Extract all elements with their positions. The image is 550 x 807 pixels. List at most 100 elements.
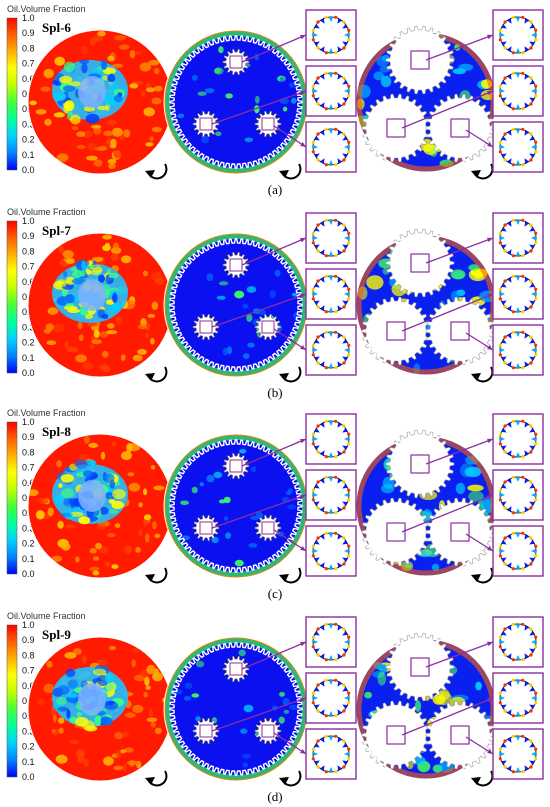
callout-line bbox=[401, 90, 494, 129]
planet-gear-icon bbox=[361, 93, 431, 163]
colorbar-tick-label: 0.6 bbox=[22, 277, 35, 287]
zoom-inset bbox=[492, 616, 544, 668]
callout-arrowhead-icon bbox=[300, 238, 306, 243]
colorbar-tick-label: 0.8 bbox=[22, 246, 35, 256]
oil-fraction-contour-ring-gear bbox=[164, 30, 308, 174]
colorbar-tick-label: 0.7 bbox=[22, 262, 35, 272]
panel-graphic: Oil.Volume Fraction1.00.90.80.70.60.50.4… bbox=[6, 207, 544, 383]
colorbar-tick-label: 0.1 bbox=[22, 150, 35, 160]
callout-arrowhead-icon bbox=[487, 546, 493, 551]
callout-line bbox=[425, 641, 494, 668]
sample-label: Spl-7 bbox=[42, 223, 71, 238]
zoom-inset bbox=[305, 728, 357, 780]
callout-arrowhead-icon bbox=[487, 90, 493, 96]
colorbar-tick-label: 0.7 bbox=[22, 463, 35, 473]
colorbar-tick-label: 0.2 bbox=[22, 338, 35, 348]
rotation-arrow-icon bbox=[279, 770, 302, 787]
zoom-inset bbox=[305, 9, 357, 61]
colorbar-title: Oil.Volume Fraction bbox=[7, 408, 86, 418]
subfigure-label: (d) bbox=[267, 789, 283, 804]
subfigure-label: (a) bbox=[267, 182, 283, 197]
callout-arrowhead-icon bbox=[487, 749, 493, 754]
callout-line bbox=[273, 328, 307, 351]
colorbar-tick-label: 0.3 bbox=[22, 119, 35, 129]
callout-line bbox=[425, 34, 494, 61]
colorbar bbox=[6, 17, 18, 171]
callout-arrowhead-icon bbox=[300, 749, 306, 754]
colorbar-tick-label: 0.0 bbox=[22, 368, 35, 378]
colorbar-tick-label: 0.0 bbox=[22, 569, 35, 579]
colorbar-tick-label: 0.3 bbox=[22, 523, 35, 533]
colorbar-tick-label: 0.0 bbox=[22, 165, 35, 175]
callout-arrowhead-icon bbox=[487, 438, 493, 444]
zoom-inset bbox=[492, 212, 544, 264]
callout-line bbox=[401, 494, 494, 533]
zoom-inset bbox=[492, 324, 544, 376]
callout-line bbox=[401, 293, 494, 332]
callout-line bbox=[425, 237, 494, 264]
oil-fraction-contour-ring-gear bbox=[164, 233, 308, 377]
colorbar-title: Oil.Volume Fraction bbox=[7, 611, 86, 621]
callout-line bbox=[211, 90, 307, 125]
callout-arrowhead-icon bbox=[487, 293, 493, 299]
zoom-inset bbox=[492, 65, 544, 117]
callout-arrowhead-icon bbox=[487, 494, 493, 500]
zoom-inset bbox=[492, 525, 544, 577]
callout-arrowhead-icon bbox=[300, 546, 306, 551]
callout-arrowhead-icon bbox=[300, 697, 306, 702]
sun-gear-icon bbox=[385, 632, 455, 702]
sample-label: Spl-9 bbox=[42, 627, 71, 642]
colorbar-tick-label: 0.0 bbox=[22, 772, 35, 782]
rotation-arrow-icon bbox=[279, 163, 302, 180]
callout-line bbox=[273, 529, 307, 552]
colorbar-tick-label: 0.9 bbox=[22, 432, 35, 442]
zoom-inset bbox=[305, 65, 357, 117]
planet-gear-icon bbox=[254, 110, 282, 138]
planet-gear-icon bbox=[254, 313, 282, 341]
colorbar-tick-label: 0.3 bbox=[22, 322, 35, 332]
oil-fraction-contour-overview bbox=[28, 434, 172, 578]
figure-panel: Oil.Volume Fraction 1.0 0.9 0.8 0.7 0.6 0.5 0.4… bbox=[0, 203, 550, 403]
colorbar-tick-label: 0.1 bbox=[22, 554, 35, 564]
planet-gear-icon bbox=[254, 717, 282, 745]
callout-line bbox=[241, 641, 307, 670]
rotation-arrow-icon bbox=[471, 770, 494, 787]
callout-arrowhead-icon bbox=[487, 641, 493, 647]
colorbar-tick-label: 0.8 bbox=[22, 43, 35, 53]
oil-fraction-contour-ring-gear bbox=[164, 637, 308, 781]
zoom-inset bbox=[305, 672, 357, 724]
callout-line bbox=[273, 125, 307, 148]
colorbar-tick-label: 0.7 bbox=[22, 666, 35, 676]
callout-line bbox=[273, 732, 307, 755]
colorbar-tick-label: 1.0 bbox=[22, 216, 35, 226]
zoom-inset bbox=[305, 324, 357, 376]
colorbar-tick-label: 0.8 bbox=[22, 447, 35, 457]
rotation-arrow-icon bbox=[471, 567, 494, 584]
colorbar-tick-label: 0.9 bbox=[22, 635, 35, 645]
sample-label: Spl-6 bbox=[42, 20, 71, 35]
colorbar-tick-label: 0.6 bbox=[22, 74, 35, 84]
zoom-inset bbox=[492, 672, 544, 724]
oil-fraction-contour-overview bbox=[28, 30, 172, 174]
zoom-inset bbox=[305, 268, 357, 320]
rotation-arrow-icon bbox=[471, 163, 494, 180]
colorbar bbox=[6, 421, 18, 575]
callout-line bbox=[241, 438, 307, 467]
colorbar-title: Oil.Volume Fraction bbox=[7, 207, 86, 217]
planet-gear-icon bbox=[361, 296, 431, 366]
colorbar-tick-label: 0.6 bbox=[22, 681, 35, 691]
rotation-arrow-icon bbox=[145, 366, 168, 383]
zoom-inset bbox=[492, 268, 544, 320]
callout-line bbox=[241, 237, 307, 266]
colorbar-tick-label: 1.0 bbox=[22, 417, 35, 427]
callout-line bbox=[425, 438, 494, 465]
sun-gear-icon bbox=[385, 228, 455, 298]
subfigure-label: (b) bbox=[267, 385, 283, 400]
planet-gear-icon bbox=[361, 700, 431, 770]
figure-panel: Oil.Volume Fraction 1.0 0.9 0.8 0.7 0.6 0.5 0.4… bbox=[0, 0, 550, 200]
colorbar bbox=[6, 624, 18, 778]
callout-line bbox=[401, 697, 494, 736]
callout-line bbox=[241, 34, 307, 63]
callout-line bbox=[211, 494, 307, 529]
